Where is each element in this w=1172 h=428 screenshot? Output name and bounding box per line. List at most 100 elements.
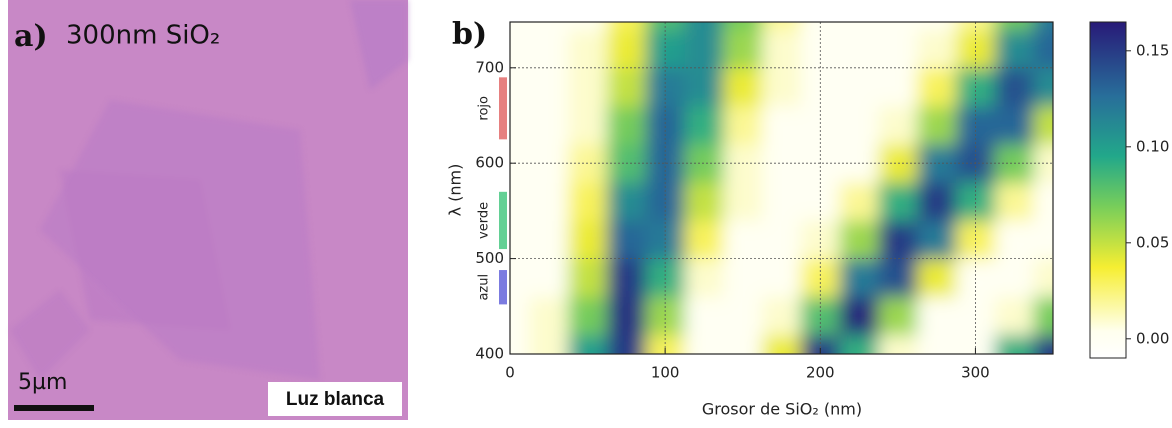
heat-cell <box>645 29 686 69</box>
heat-cell <box>510 334 530 354</box>
heat-cell <box>606 334 647 354</box>
heat-cell <box>917 182 957 221</box>
y-axis-label: λ (nm) <box>446 164 465 217</box>
heat-cell <box>878 22 918 31</box>
heat-cell <box>917 220 957 260</box>
heat-cell <box>529 67 569 107</box>
heat-cell <box>800 22 841 31</box>
heat-cell <box>684 334 724 354</box>
heat-cell <box>994 182 1035 221</box>
scale-bar <box>14 405 94 411</box>
caption: 300nm SiO₂ <box>66 21 220 51</box>
band-label: azul <box>477 274 492 301</box>
x-tick-label: 200 <box>806 364 835 382</box>
heat-cell <box>878 258 918 298</box>
heatmap <box>510 22 1053 354</box>
heat-cell <box>684 182 724 221</box>
colorbar-tick-label: 0.00 <box>1136 329 1169 347</box>
heat-cell <box>1033 22 1053 31</box>
heat-cell <box>510 22 530 31</box>
heat-cell <box>762 220 802 260</box>
band-label: verde <box>477 202 492 239</box>
heat-cell <box>917 105 957 145</box>
heat-cell <box>917 258 957 298</box>
heat-cell <box>878 220 918 260</box>
heat-cell <box>684 67 724 107</box>
heat-cell <box>529 182 569 221</box>
heat-cell <box>568 22 608 31</box>
heat-cell <box>917 67 957 107</box>
colorbar <box>1089 21 1127 359</box>
heat-cell <box>994 220 1035 260</box>
heat-cell <box>878 334 918 354</box>
heat-cell <box>956 29 996 69</box>
heat-cell <box>917 22 957 31</box>
heat-cell <box>510 182 530 221</box>
heat-cell <box>529 258 569 298</box>
heat-cell <box>762 296 802 336</box>
heat-cell <box>994 258 1035 298</box>
heat-cell <box>529 105 569 145</box>
heat-cell <box>568 296 608 336</box>
heat-cell <box>878 105 918 145</box>
heat-cell <box>723 296 763 336</box>
heat-cell <box>839 105 879 145</box>
heat-cell <box>762 105 802 145</box>
heat-cell <box>878 29 918 69</box>
heat-cell <box>723 220 763 260</box>
heat-cell <box>606 22 647 31</box>
label-box <box>268 382 402 416</box>
heat-cell <box>510 220 530 260</box>
heat-cell <box>568 105 608 145</box>
heat-cell <box>606 29 647 69</box>
heat-cell <box>510 258 530 298</box>
heat-cell <box>529 220 569 260</box>
heat-cell <box>684 29 724 69</box>
heat-cell <box>762 258 802 298</box>
colorbar-tick-label: 0.10 <box>1136 137 1169 155</box>
heat-cell <box>684 258 724 298</box>
heat-cell <box>1033 296 1053 336</box>
heat-cell <box>994 29 1035 69</box>
heat-cell <box>510 105 530 145</box>
heat-cell <box>1033 220 1053 260</box>
heat-cell <box>878 296 918 336</box>
y-tick-label: 400 <box>475 345 504 363</box>
x-tick-label: 300 <box>961 364 990 382</box>
heat-cell <box>956 334 996 354</box>
colorbar-tick-label: 0.05 <box>1136 233 1169 251</box>
plot-frame <box>509 21 1054 355</box>
heat-cell <box>839 296 879 336</box>
heat-cell <box>762 67 802 107</box>
wavelength-band <box>499 191 507 250</box>
heat-cell <box>917 29 957 69</box>
heat-cell <box>1033 29 1053 69</box>
wavelength-band <box>499 270 507 305</box>
heat-cell <box>917 296 957 336</box>
heat-cell <box>878 67 918 107</box>
heat-cell <box>1033 334 1053 354</box>
heat-cell <box>1033 182 1053 221</box>
heat-cell <box>723 29 763 69</box>
heat-cell <box>994 67 1035 107</box>
panel-label: a) <box>14 19 48 54</box>
heat-cell <box>529 334 569 354</box>
heat-cell <box>723 105 763 145</box>
heat-cell <box>800 29 841 69</box>
heat-cell <box>529 22 569 31</box>
heat-cell <box>723 182 763 221</box>
heat-cell <box>1033 258 1053 298</box>
micrograph: a) 300nm SiO₂ 5µm Luz blanca <box>8 0 408 420</box>
heat-cell <box>684 296 724 336</box>
heat-cell <box>606 67 647 107</box>
heat-cell <box>878 182 918 221</box>
axes: 0 100 200 300 400 500 600 700 rojo verde azul 0.00 0… <box>475 22 1169 382</box>
heat-cell <box>529 296 569 336</box>
heat-cell <box>568 29 608 69</box>
heat-cell <box>762 29 802 69</box>
heat-cell <box>839 220 879 260</box>
heat-cell <box>723 334 763 354</box>
heat-cell <box>956 22 996 31</box>
heat-cell <box>1033 67 1053 107</box>
